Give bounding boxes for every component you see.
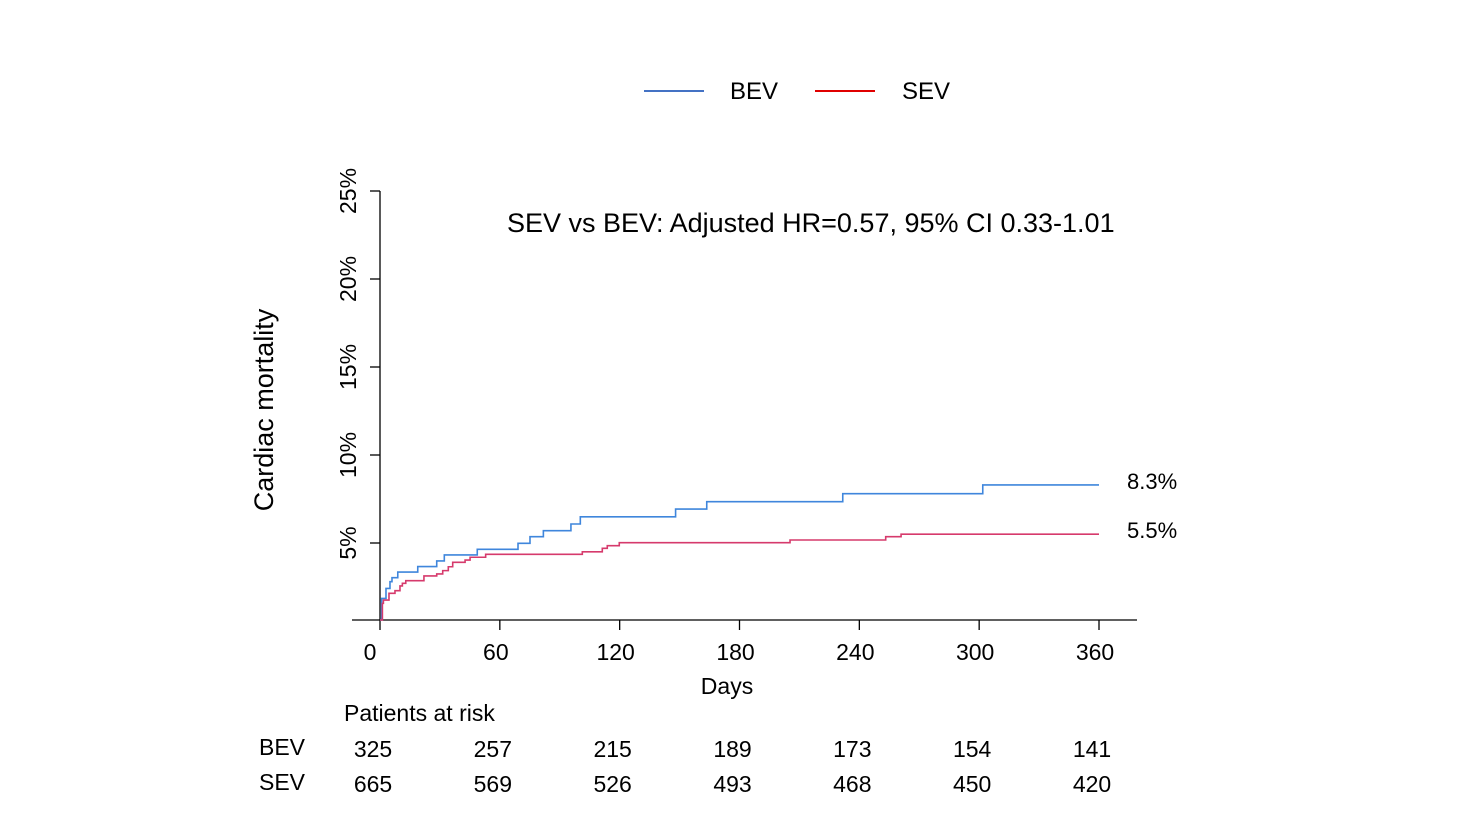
y-tick-label: 10%	[335, 432, 361, 478]
risk-count: 189	[713, 736, 751, 762]
risk-count: 173	[833, 736, 871, 762]
legend-label-bev: BEV	[730, 78, 778, 105]
risk-count: 325	[354, 736, 392, 762]
y-tick-label: 5%	[335, 526, 361, 559]
hazard-ratio-annotation: SEV vs BEV: Adjusted HR=0.57, 95% CI 0.3…	[507, 208, 1115, 238]
series-line-sev	[380, 533, 1099, 621]
end-label-bev: 8.3%	[1127, 469, 1177, 494]
y-tick-label: 20%	[335, 256, 361, 302]
risk-count: 215	[593, 736, 631, 762]
y-tick-label: 15%	[335, 344, 361, 390]
legend: BEV SEV	[644, 78, 950, 105]
x-tick-label: 240	[836, 639, 874, 665]
risk-count: 141	[1073, 736, 1111, 762]
risk-count: 493	[713, 771, 751, 797]
risk-table-title: Patients at risk	[344, 700, 495, 726]
y-axis-label: Cardiac mortality	[249, 308, 279, 511]
risk-count: 154	[953, 736, 992, 762]
x-tick-label: 180	[716, 639, 754, 665]
x-tick-label: 300	[956, 639, 994, 665]
series-line-bev	[380, 484, 1099, 621]
risk-row-label: BEV	[259, 734, 306, 760]
risk-count: 450	[953, 771, 991, 797]
x-axis-label: Days	[701, 673, 753, 699]
risk-count: 420	[1073, 771, 1111, 797]
x-tick-label: 120	[596, 639, 634, 665]
legend-label-sev: SEV	[902, 78, 950, 105]
x-tick-label: 60	[483, 639, 509, 665]
risk-count: 665	[354, 771, 392, 797]
y-tick-label: 25%	[335, 168, 361, 214]
risk-row-label: SEV	[259, 769, 306, 795]
risk-count: 526	[593, 771, 631, 797]
x-tick-label: 360	[1076, 639, 1114, 665]
risk-count: 569	[474, 771, 512, 797]
x-tick-label: 0	[364, 639, 377, 665]
end-label-sev: 5.5%	[1127, 518, 1177, 543]
risk-count: 468	[833, 771, 871, 797]
risk-count: 257	[474, 736, 512, 762]
